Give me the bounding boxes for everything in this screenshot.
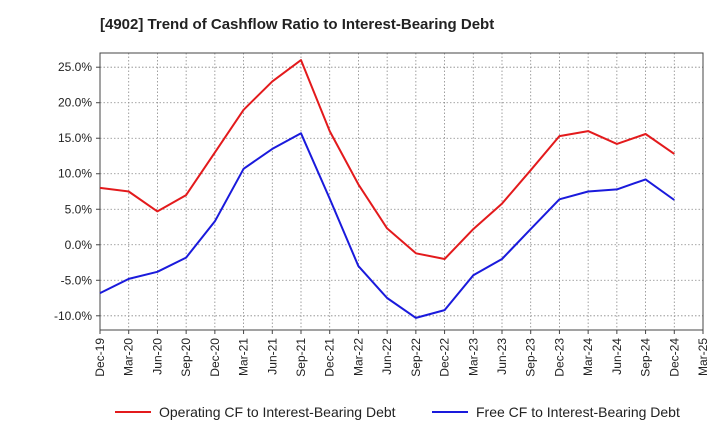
x-tick-label: Mar-20 xyxy=(122,338,136,376)
x-tick-label: Dec-22 xyxy=(438,338,452,377)
x-tick-label: Sep-23 xyxy=(524,338,538,377)
series-line-operating-cf xyxy=(99,59,675,260)
legend-label-operating-cf: Operating CF to Interest-Bearing Debt xyxy=(159,404,396,420)
x-tick-label: Sep-24 xyxy=(639,338,653,377)
x-tick-label: Dec-23 xyxy=(552,338,566,377)
x-tick-label: Dec-24 xyxy=(667,338,681,377)
x-tick-label: Jun-24 xyxy=(610,338,624,375)
x-tick-label: Dec-19 xyxy=(93,338,107,377)
y-tick-label: 5.0% xyxy=(65,202,93,216)
x-tick-label: Sep-22 xyxy=(409,338,423,377)
y-tick-label: 10.0% xyxy=(58,167,92,181)
legend-item-operating-cf: Operating CF to Interest-Bearing Debt xyxy=(115,404,396,420)
x-tick-label: Dec-20 xyxy=(208,338,222,377)
legend-item-free-cf: Free CF to Interest-Bearing Debt xyxy=(432,404,680,420)
chart-title: [4902] Trend of Cashflow Ratio to Intere… xyxy=(100,16,495,33)
series-line-free-cf xyxy=(99,132,675,319)
x-tick-label: Jun-23 xyxy=(495,338,509,375)
y-tick-label: -5.0% xyxy=(61,273,93,287)
x-tick-label: Mar-22 xyxy=(351,338,365,376)
y-tick-label: 20.0% xyxy=(58,96,92,110)
y-tick-label: 25.0% xyxy=(58,60,92,74)
x-tick-label: Dec-21 xyxy=(323,338,337,377)
legend-swatch-free-cf xyxy=(432,411,468,413)
x-tick-label: Jun-20 xyxy=(150,338,164,375)
plot-frame xyxy=(99,52,704,331)
x-tick-label: Mar-24 xyxy=(581,338,595,376)
x-tick-label: Mar-23 xyxy=(466,338,480,376)
y-tick-label: 15.0% xyxy=(58,131,92,145)
plot-area xyxy=(100,53,703,330)
x-tick-label: Mar-25 xyxy=(696,338,710,376)
x-tick-label: Mar-21 xyxy=(237,338,251,376)
legend-swatch-operating-cf xyxy=(115,411,151,413)
x-tick-label: Jun-21 xyxy=(265,338,279,375)
x-tick-label: Sep-21 xyxy=(294,338,308,377)
x-tick-label: Jun-22 xyxy=(380,338,394,375)
legend-label-free-cf: Free CF to Interest-Bearing Debt xyxy=(476,404,680,420)
legend: Operating CF to Interest-Bearing Debt Fr… xyxy=(0,404,720,426)
x-tick-label: Sep-20 xyxy=(179,338,193,377)
y-tick-label: -10.0% xyxy=(54,309,92,323)
y-tick-label: 0.0% xyxy=(65,238,93,252)
